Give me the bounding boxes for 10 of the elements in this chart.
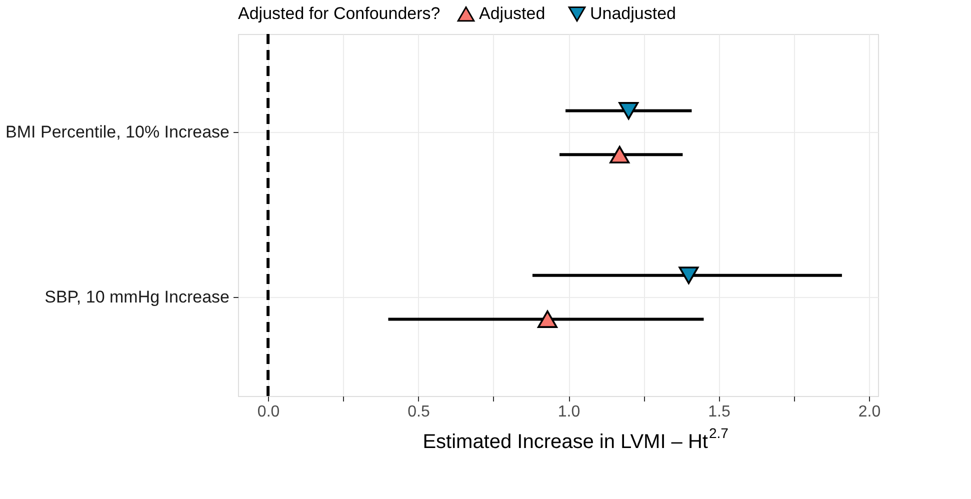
legend-label: Adjusted bbox=[479, 4, 546, 24]
legend-label: Unadjusted bbox=[590, 4, 676, 24]
x-tick-label: 1.5 bbox=[708, 404, 730, 420]
x-tick-label: 1.0 bbox=[558, 404, 580, 420]
x-tick-label: 2.0 bbox=[858, 404, 881, 420]
y-tick-label: BMI Percentile, 10% Increase bbox=[6, 122, 230, 142]
x-tick-label: 0.5 bbox=[408, 404, 430, 420]
y-tick-label: SBP, 10 mmHg Increase bbox=[44, 287, 230, 306]
legend-title: Adjusted for Confounders? bbox=[238, 4, 440, 23]
x-tick-label: 0.0 bbox=[257, 404, 280, 420]
